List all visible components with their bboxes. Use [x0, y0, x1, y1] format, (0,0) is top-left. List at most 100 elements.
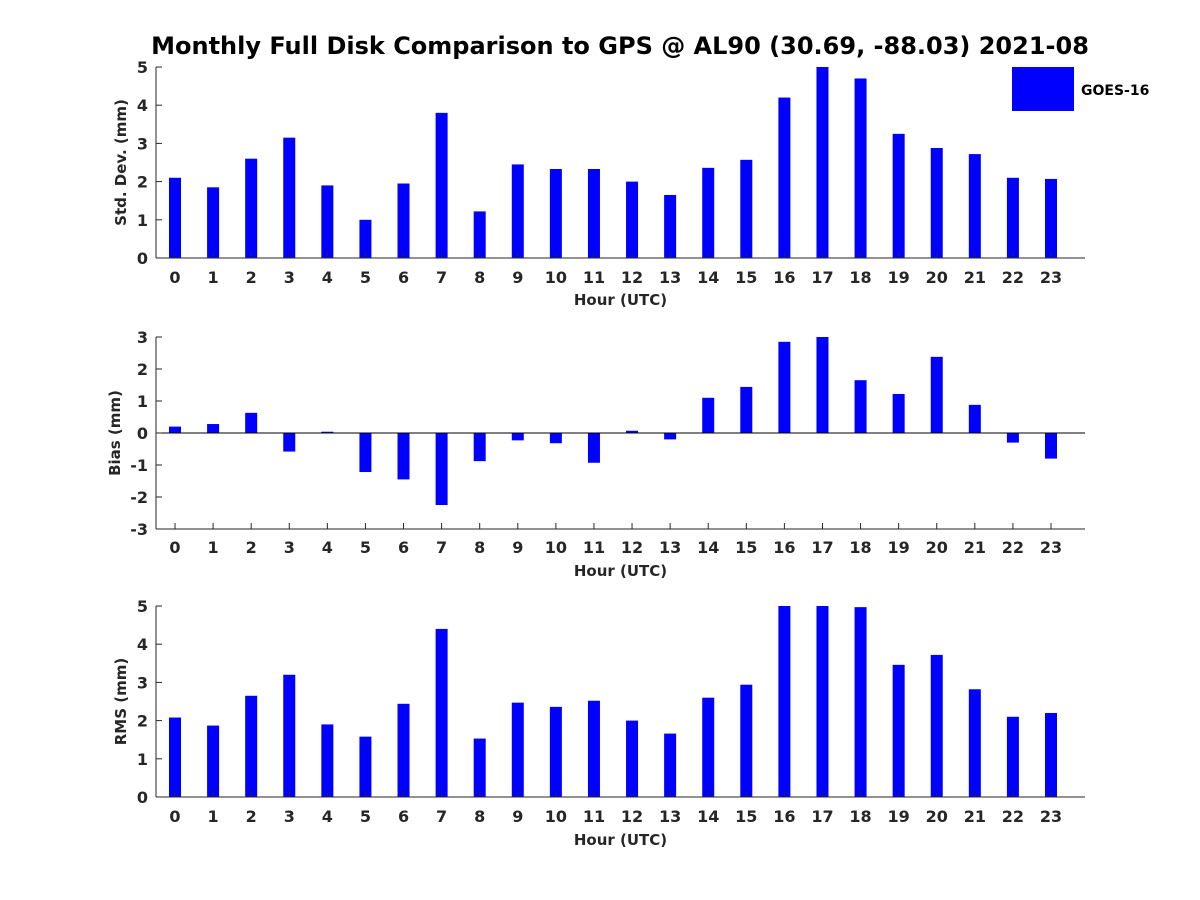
bar — [816, 337, 829, 433]
x-tick-label: 22 — [1002, 807, 1024, 826]
x-tick-label: 8 — [474, 538, 485, 557]
x-tick-label: 17 — [811, 538, 833, 557]
x-tick-label: 11 — [583, 807, 605, 826]
x-tick-label: 3 — [284, 538, 295, 557]
x-tick-label: 20 — [926, 268, 948, 287]
y-axis-label: RMS (mm) — [112, 658, 130, 745]
x-tick-label: 11 — [583, 538, 605, 557]
y-tick-label: 5 — [137, 58, 148, 77]
x-tick-label: 14 — [697, 807, 719, 826]
y-tick-label: 1 — [137, 211, 148, 230]
x-tick-label: 7 — [436, 807, 447, 826]
x-tick-label: 2 — [246, 268, 257, 287]
x-tick-label: 14 — [697, 268, 719, 287]
x-tick-label: 9 — [512, 268, 523, 287]
bar — [549, 433, 562, 444]
bar — [740, 159, 753, 258]
bar — [968, 154, 981, 258]
bar — [511, 702, 524, 797]
x-tick-label: 20 — [926, 538, 948, 557]
bar — [778, 606, 791, 797]
bar — [587, 433, 600, 463]
y-tick-label: 2 — [137, 173, 148, 192]
bar — [1045, 433, 1057, 459]
x-tick-label: 3 — [284, 807, 295, 826]
y-axis-label: Std. Dev. (mm) — [112, 99, 130, 226]
bar — [1006, 177, 1019, 258]
x-tick-label: 1 — [208, 807, 219, 826]
bar — [1045, 712, 1057, 797]
bar — [968, 689, 981, 797]
bar — [778, 97, 791, 258]
bar — [549, 706, 562, 797]
x-tick-label: 5 — [360, 538, 371, 557]
bar — [930, 356, 943, 433]
bar — [816, 606, 829, 797]
x-tick-label: 8 — [474, 268, 485, 287]
x-tick-label: 18 — [849, 268, 871, 287]
x-tick-label: 21 — [964, 268, 986, 287]
y-tick-label: 2 — [137, 360, 148, 379]
y-tick-label: 4 — [137, 635, 148, 654]
bar — [207, 187, 220, 258]
x-tick-label: 0 — [169, 268, 180, 287]
y-tick-label: 3 — [137, 673, 148, 692]
bar — [626, 430, 639, 433]
bar — [473, 433, 486, 462]
chart-title: Monthly Full Disk Comparison to GPS @ AL… — [151, 32, 1089, 60]
bar — [740, 386, 753, 433]
y-tick-label: -1 — [130, 456, 148, 475]
x-tick-label: 19 — [888, 538, 910, 557]
x-tick-label: 10 — [545, 807, 567, 826]
y-tick-label: 3 — [137, 328, 148, 347]
bar — [283, 433, 296, 452]
bar — [283, 137, 296, 258]
y-tick-label: 0 — [137, 424, 148, 443]
bar — [397, 183, 410, 258]
x-tick-label: 17 — [811, 268, 833, 287]
bar — [435, 112, 448, 258]
x-tick-label: 22 — [1002, 268, 1024, 287]
x-tick-label: 1 — [208, 268, 219, 287]
bar — [169, 426, 181, 433]
bar — [587, 168, 600, 258]
x-tick-label: 18 — [849, 538, 871, 557]
x-axis-label: Hour (UTC) — [574, 562, 667, 580]
bar — [702, 697, 715, 797]
y-tick-label: 2 — [137, 712, 148, 731]
bar — [397, 433, 410, 480]
x-tick-label: 23 — [1040, 268, 1062, 287]
bar — [740, 684, 753, 797]
y-tick-label: 5 — [137, 597, 148, 616]
y-tick-label: 0 — [137, 788, 148, 807]
x-tick-label: 5 — [360, 807, 371, 826]
bar — [930, 654, 943, 797]
y-tick-label: 0 — [137, 249, 148, 268]
bar — [892, 393, 905, 433]
bar — [549, 168, 562, 258]
x-tick-label: 11 — [583, 268, 605, 287]
bar — [473, 211, 486, 258]
bar — [245, 158, 258, 258]
x-tick-label: 7 — [436, 538, 447, 557]
x-tick-label: 4 — [322, 807, 333, 826]
x-tick-label: 1 — [208, 538, 219, 557]
x-tick-label: 13 — [659, 538, 681, 557]
x-axis-label: Hour (UTC) — [574, 291, 667, 309]
x-tick-label: 2 — [246, 807, 257, 826]
bar — [511, 164, 524, 258]
x-tick-label: 13 — [659, 807, 681, 826]
x-tick-label: 6 — [398, 268, 409, 287]
x-tick-label: 6 — [398, 538, 409, 557]
x-tick-label: 22 — [1002, 538, 1024, 557]
x-tick-label: 21 — [964, 538, 986, 557]
bar — [397, 703, 410, 797]
x-tick-label: 9 — [512, 807, 523, 826]
bar — [435, 433, 448, 505]
x-tick-label: 19 — [888, 268, 910, 287]
x-tick-label: 15 — [735, 268, 757, 287]
bar — [664, 433, 677, 440]
bar — [930, 147, 943, 258]
